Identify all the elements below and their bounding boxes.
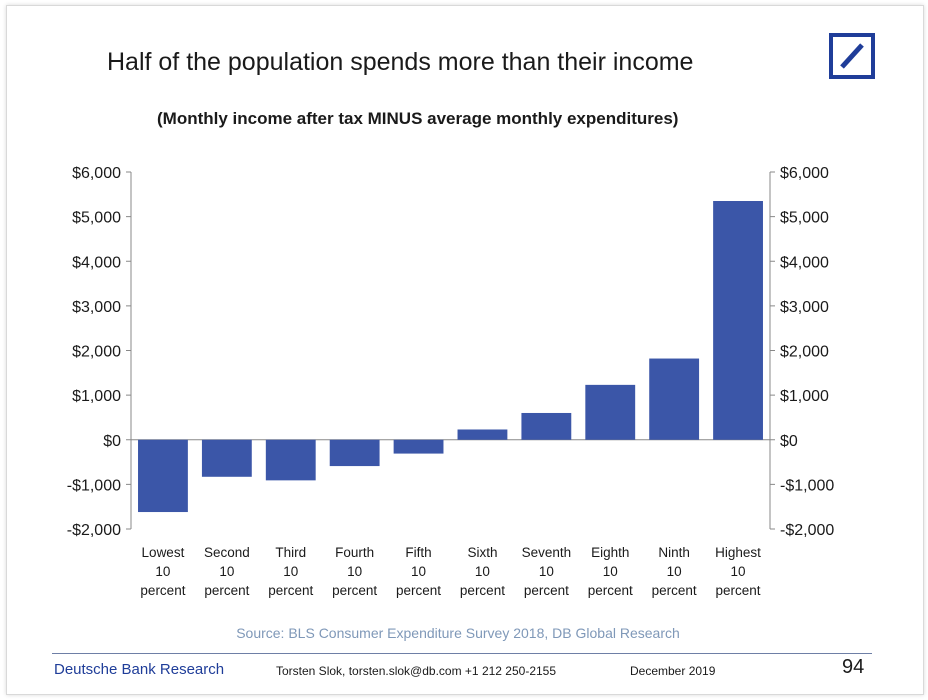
category-label: Fifth <box>405 545 431 560</box>
category-label: Fourth <box>335 545 374 560</box>
left-tick-label: $0 <box>103 433 121 450</box>
category-label: Ninth <box>658 545 690 560</box>
bar <box>329 439 380 467</box>
chart-bars <box>138 201 763 513</box>
bar <box>457 429 508 440</box>
brand-name: Deutsche Bank Research <box>54 661 225 678</box>
category-label: percent <box>524 583 569 598</box>
category-label: 10 <box>283 564 298 579</box>
category-label: percent <box>332 583 377 598</box>
category-label: percent <box>588 583 633 598</box>
bar <box>585 384 636 440</box>
left-tick-label: $1,000 <box>72 388 121 405</box>
bar <box>713 201 763 440</box>
contact-info: Torsten Slok, torsten.slok@db.com +1 212… <box>276 664 557 678</box>
left-tick-label: -$2,000 <box>67 522 121 539</box>
bar <box>649 358 700 440</box>
bar <box>393 439 444 454</box>
category-label: percent <box>204 583 249 598</box>
bar <box>138 439 188 513</box>
category-label: 10 <box>155 564 170 579</box>
footer-date: December 2019 <box>630 664 716 678</box>
category-label: Highest <box>715 545 761 560</box>
right-tick-label: -$2,000 <box>780 522 834 539</box>
category-label: 10 <box>603 564 618 579</box>
chart-title: Half of the population spends more than … <box>107 48 694 76</box>
footer-divider <box>52 653 872 654</box>
category-label: 10 <box>411 564 426 579</box>
right-tick-label: $6,000 <box>780 165 829 182</box>
logo-slash-icon <box>840 43 864 69</box>
bar <box>265 439 316 481</box>
deutsche-bank-logo-icon <box>829 33 875 79</box>
category-label: 10 <box>475 564 490 579</box>
right-tick-label: $2,000 <box>780 344 829 361</box>
category-labels: Lowest 10 percent Second 10 percent Third 10 per… <box>140 545 761 598</box>
category-label: Lowest <box>142 545 185 560</box>
source-note: Source: BLS Consumer Expenditure Survey … <box>236 625 680 641</box>
page-number: 94 <box>842 656 865 678</box>
left-tick-label: $3,000 <box>72 299 121 316</box>
left-tick-label: $4,000 <box>72 254 121 271</box>
category-label: percent <box>652 583 697 598</box>
category-label: 10 <box>731 564 746 579</box>
left-tick-label: $6,000 <box>72 165 121 182</box>
category-label: Sixth <box>467 545 497 560</box>
category-label: Eighth <box>591 545 629 560</box>
category-label: 10 <box>347 564 362 579</box>
category-label: 10 <box>667 564 682 579</box>
category-label: Third <box>275 545 306 560</box>
right-tick-label: $4,000 <box>780 254 829 271</box>
left-tick-label: -$1,000 <box>67 477 121 494</box>
right-tick-label: $5,000 <box>780 210 829 227</box>
category-label: percent <box>460 583 505 598</box>
category-label: 10 <box>539 564 554 579</box>
category-label: Second <box>204 545 250 560</box>
category-label: percent <box>268 583 313 598</box>
chart-axes: $6,000 $6,000 $5,000 $5,000 $4,000 $4,000 $3,0… <box>67 165 835 539</box>
category-label: percent <box>140 583 185 598</box>
category-label: Seventh <box>522 545 572 560</box>
left-tick-label: $2,000 <box>72 344 121 361</box>
right-tick-label: $3,000 <box>780 299 829 316</box>
left-tick-label: $5,000 <box>72 210 121 227</box>
chart-subtitle: (Monthly income after tax MINUS average … <box>157 109 679 128</box>
right-tick-label: -$1,000 <box>780 477 834 494</box>
bar <box>201 439 252 477</box>
category-label: percent <box>396 583 441 598</box>
category-label: percent <box>716 583 761 598</box>
right-tick-label: $1,000 <box>780 388 829 405</box>
right-tick-label: $0 <box>780 433 798 450</box>
bar <box>521 412 572 440</box>
category-label: 10 <box>219 564 234 579</box>
